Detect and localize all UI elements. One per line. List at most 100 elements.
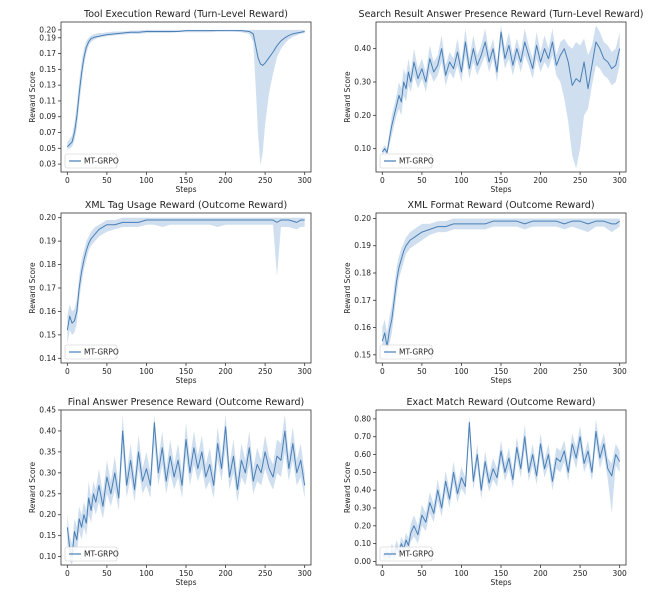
confidence-band [382,415,620,562]
legend-box [379,344,433,360]
x-tick-label: 50 [417,367,427,376]
x-tick-label: 200 [533,367,548,376]
y-tick-label: 0.10 [354,539,371,548]
y-tick-label: 0.20 [354,214,371,223]
x-tick-label: 50 [417,569,427,578]
legend: MT-GRPO [379,153,434,169]
x-tick-label: 300 [613,367,628,376]
y-tick-label: 0.13 [39,81,56,90]
y-tick-label: 0.10 [39,552,56,561]
chart-title: Exact Match Reward (Outcome Reward) [407,397,596,408]
y-tick-label: 0.09 [39,112,56,121]
x-tick-label: 0 [380,176,385,185]
x-tick-label: 150 [179,176,194,185]
plot-frame [375,409,627,566]
series-line-mt-grpo [382,421,621,559]
x-tick-label: 100 [454,569,469,578]
confidence-band [67,414,305,565]
x-tick-label: 150 [494,367,509,376]
legend-box [64,153,118,169]
x-tick-label: 0 [65,569,70,578]
x-axis-label: Steps [491,376,512,385]
y-tick-label: 0.20 [39,213,56,222]
y-tick-label: 0.03 [39,160,56,169]
confidence-band [67,29,305,166]
y-tick-label: 0.20 [354,111,371,120]
x-tick-label: 150 [494,176,509,185]
y-tick-label: 0.20 [39,510,56,519]
y-tick-label: 0.07 [39,128,56,137]
x-tick-label: 0 [65,176,70,185]
chart-panel-4: XML Format Reward (Outcome Reward) 0 50 100… [343,200,627,385]
y-tick-label: 0.18 [354,269,371,278]
x-tick-label: 200 [218,176,233,185]
y-tick-label: 0.60 [354,450,371,459]
chart-panel-1: Tool Execution Reward (Turn-Level Reward… [28,9,312,194]
y-tick-label: 0.30 [354,503,371,512]
chart-title: Tool Execution Reward (Turn-Level Reward… [83,9,288,20]
y-axis-label: Reward Score [28,262,37,314]
x-tick-label: 50 [102,569,112,578]
y-tick-label: 0.05 [39,144,56,153]
x-tick-label: 300 [613,176,628,185]
legend: MT-GRPO [379,546,434,562]
x-tick-label: 250 [258,176,273,185]
y-tick-label: 0.25 [39,489,56,498]
chart-panel-3: XML Tag Usage Reward (Outcome Reward) 0 50… [28,200,312,385]
legend-label: MT-GRPO [399,550,434,559]
x-axis-label: Steps [176,185,197,194]
chart-title: Search Result Answer Presence Reward (Tu… [359,9,644,20]
x-tick-label: 250 [573,367,588,376]
legend: MT-GRPO [64,153,119,169]
confidence-band [382,218,620,358]
series-line-mt-grpo [66,30,305,148]
legend-label: MT-GRPO [84,348,119,357]
x-tick-label: 200 [218,367,233,376]
x-tick-label: 250 [258,569,273,578]
y-tick-label: 0.18 [39,260,56,269]
x-tick-label: 150 [179,569,194,578]
x-tick-label: 100 [454,367,469,376]
y-tick-label: 0.70 [354,432,371,441]
y-tick-label: 0.19 [354,241,371,250]
x-axis-label: Steps [491,185,512,194]
x-tick-label: 300 [613,569,628,578]
legend: MT-GRPO [379,344,434,360]
y-tick-label: 0.30 [39,468,56,477]
series-line-mt-grpo [381,31,621,154]
x-tick-label: 200 [218,569,233,578]
x-tick-label: 150 [494,569,509,578]
x-tick-label: 50 [417,176,427,185]
x-tick-label: 200 [533,569,548,578]
x-tick-label: 100 [454,176,469,185]
y-tick-label: 0.20 [354,521,371,530]
y-tick-label: 0.16 [39,307,56,316]
x-tick-label: 0 [65,367,70,376]
x-tick-label: 250 [573,176,588,185]
y-axis-label: Reward Score [343,262,352,314]
y-tick-label: 0.30 [354,78,371,87]
y-tick-label: 0.15 [39,531,56,540]
y-tick-label: 0.15 [39,65,56,74]
y-tick-label: 0.35 [39,447,56,456]
legend-box [64,344,118,360]
legend-box [379,546,433,562]
series-line-mt-grpo [66,422,306,558]
y-tick-label: 0.40 [354,486,371,495]
x-tick-label: 50 [102,176,112,185]
y-tick-label: 0.00 [354,557,371,566]
y-axis-label: Reward Score [343,71,352,123]
y-tick-label: 0.19 [39,237,56,246]
y-tick-label: 0.16 [354,323,371,332]
y-axis-label: Reward Score [28,71,37,123]
legend-label: MT-GRPO [399,157,434,166]
y-tick-label: 0.45 [39,406,56,415]
chart-panel-2: Search Result Answer Presence Reward (Tu… [343,9,643,194]
y-tick-label: 0.11 [39,96,56,105]
x-tick-label: 250 [573,569,588,578]
chart-title: XML Tag Usage Reward (Outcome Reward) [85,200,287,211]
series-line-mt-grpo [66,219,305,331]
x-tick-label: 250 [258,367,273,376]
y-tick-label: 0.80 [354,414,371,423]
